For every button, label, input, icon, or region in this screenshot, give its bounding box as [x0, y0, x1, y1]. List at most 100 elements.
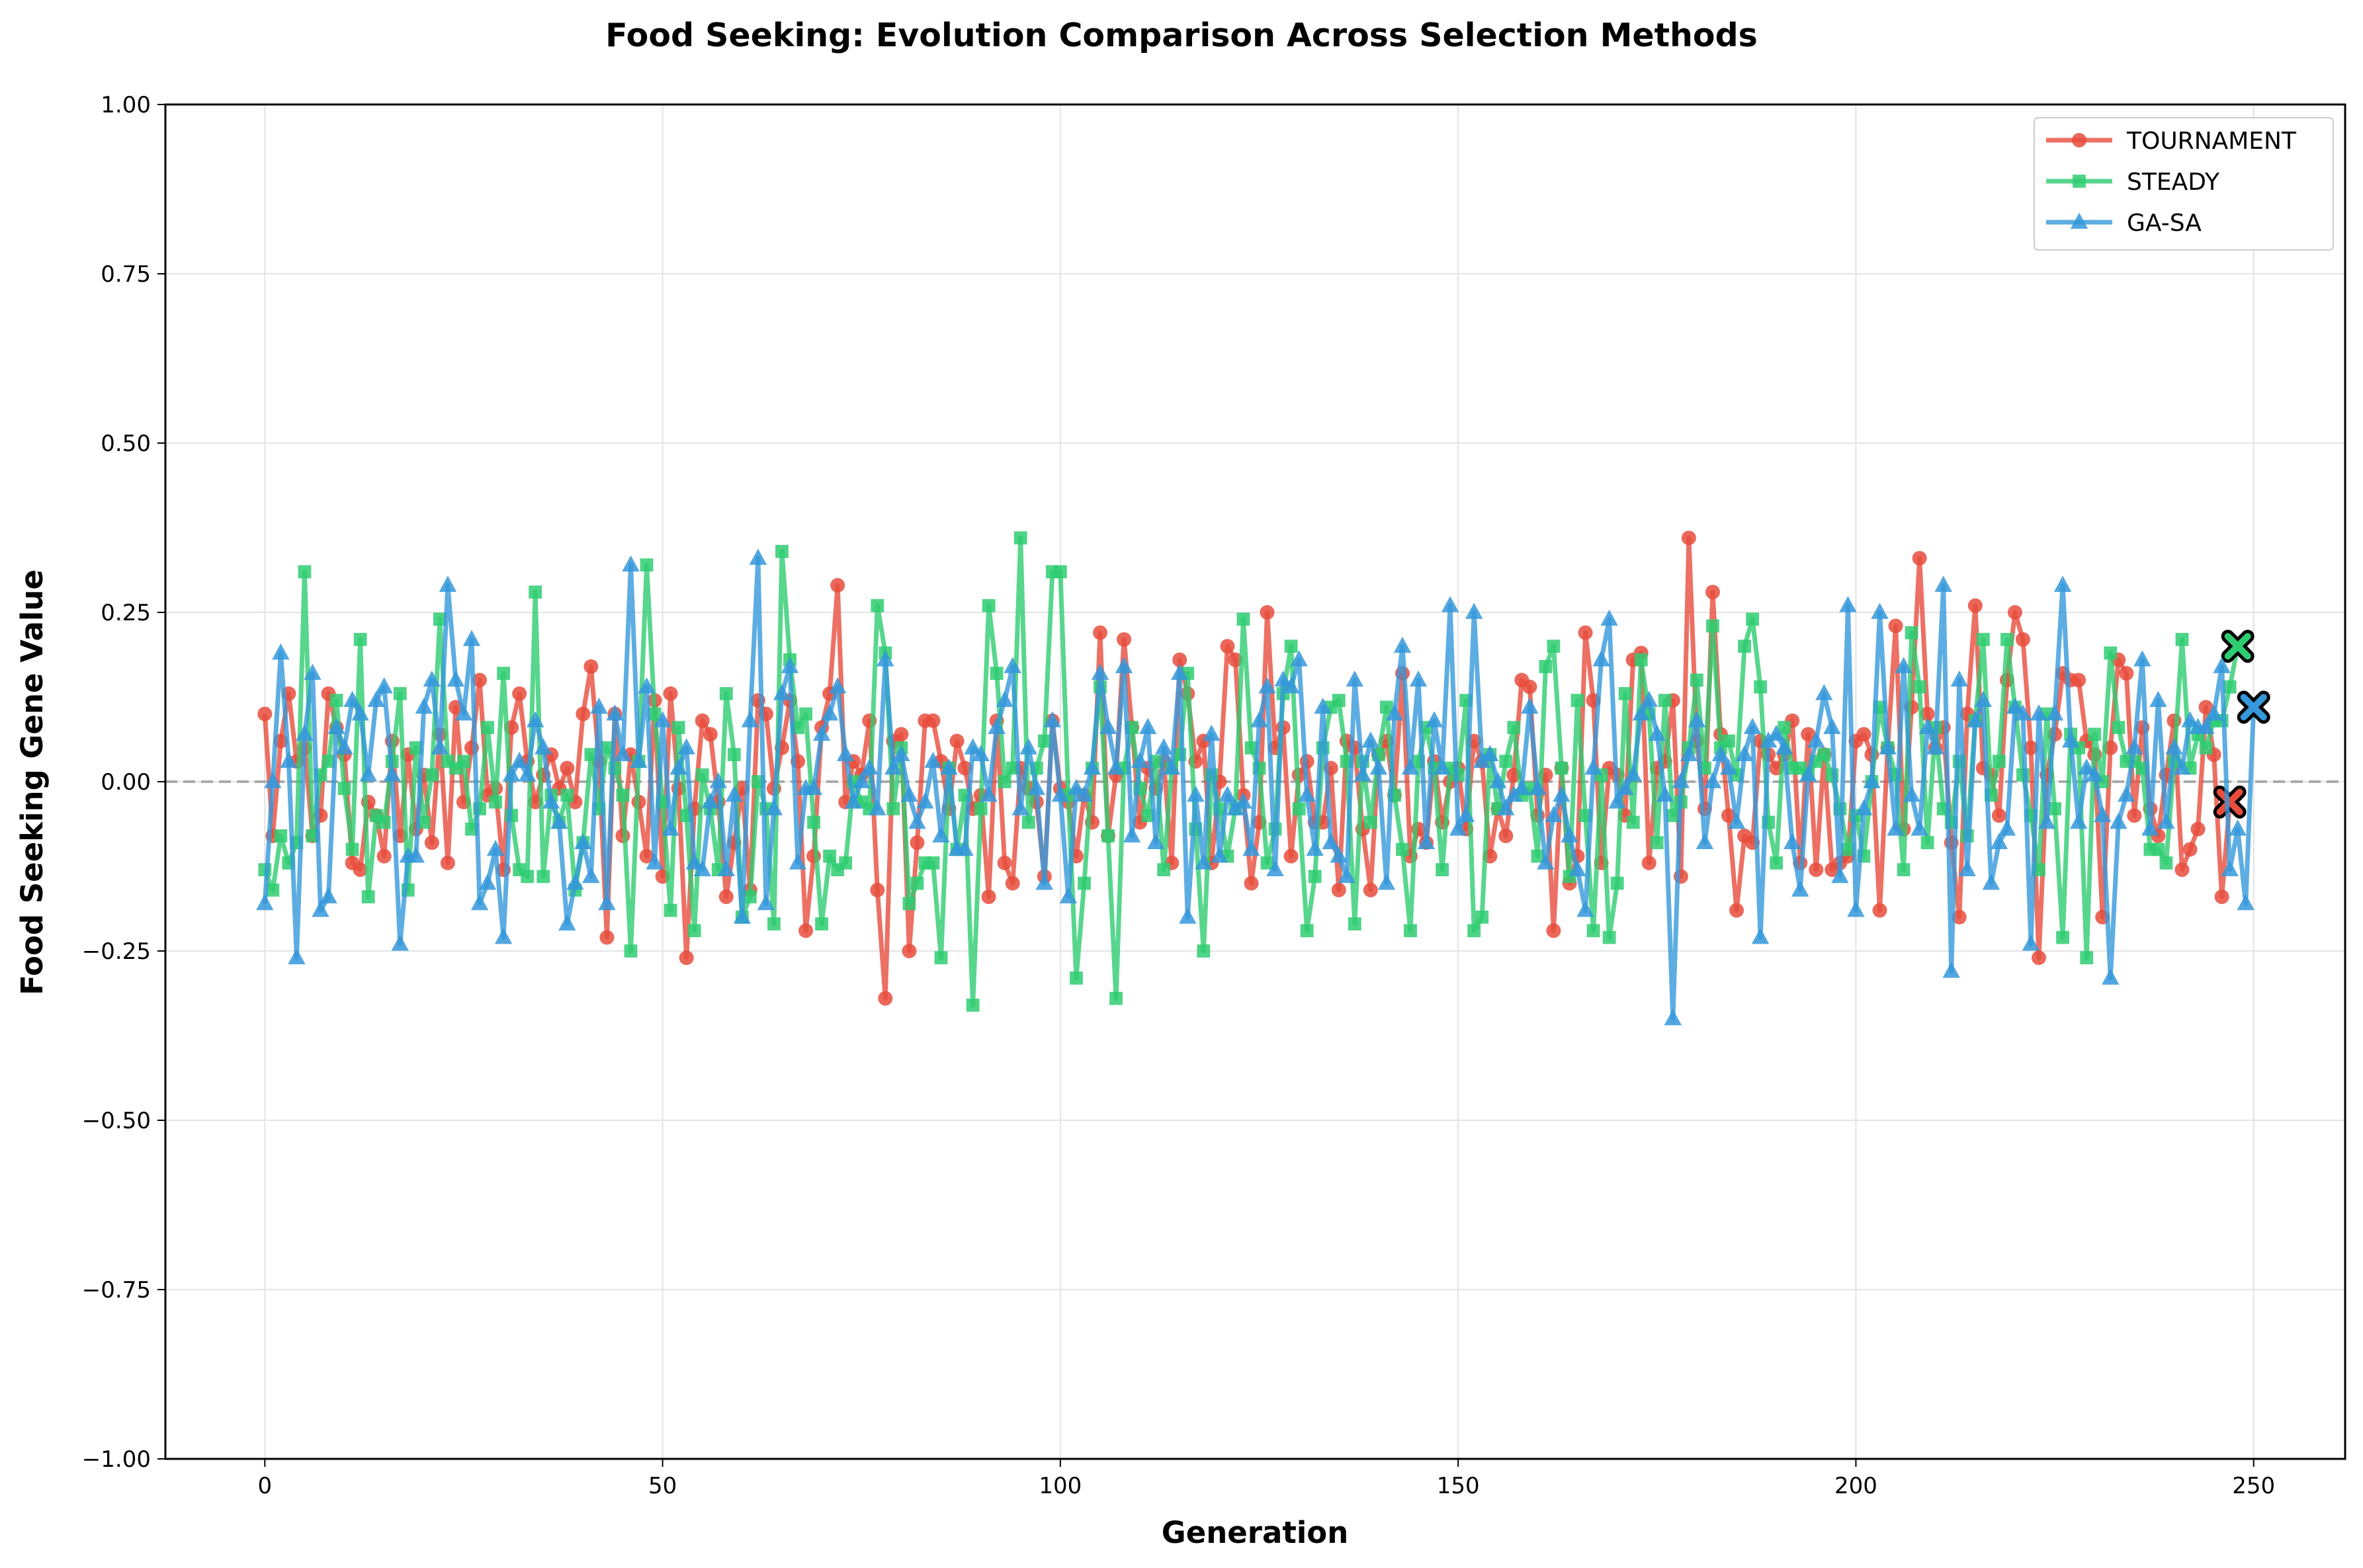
y-axis-label: Food Seeking Gene Value	[15, 569, 50, 995]
data-point-ga-sa	[1234, 792, 1252, 809]
data-point-ga-sa	[1545, 805, 1563, 823]
data-point-ga-sa	[1958, 860, 1976, 877]
data-point-ga-sa	[622, 555, 640, 572]
data-point-tournament	[1991, 808, 2006, 823]
data-point-steady	[695, 768, 709, 782]
data-point-ga-sa	[1839, 596, 1857, 612]
data-point-ga-sa	[1871, 602, 1889, 619]
data-point-steady	[1770, 856, 1783, 870]
data-point-ga-sa	[1863, 772, 1881, 788]
data-point-steady	[1610, 876, 1624, 890]
data-point-tournament	[2182, 842, 2198, 857]
data-point-ga-sa	[892, 745, 910, 761]
data-point-steady	[990, 667, 1004, 681]
data-point-ga-sa	[988, 718, 1006, 734]
data-point-ga-sa	[709, 772, 727, 788]
data-point-steady	[1778, 721, 1791, 734]
data-point-steady	[2159, 856, 2173, 870]
data-point-ga-sa	[1592, 650, 1610, 667]
data-point-ga-sa	[535, 738, 552, 755]
data-point-ga-sa	[304, 663, 322, 681]
data-point-ga-sa	[861, 759, 879, 775]
data-point-ga-sa	[1966, 711, 1985, 727]
data-point-tournament	[925, 713, 941, 728]
data-point-steady	[1157, 863, 1171, 877]
data-point-ga-sa	[582, 866, 600, 884]
data-point-steady	[2048, 802, 2061, 815]
data-point-ga-sa	[2205, 704, 2223, 721]
data-point-ga-sa	[1123, 826, 1141, 843]
legend-label: GA-SA	[2127, 210, 2202, 237]
data-point-ga-sa	[1688, 711, 1706, 727]
data-point-tournament	[997, 855, 1012, 870]
data-point-steady	[648, 707, 662, 721]
data-point-steady	[529, 585, 542, 599]
data-point-ga-sa	[407, 846, 425, 863]
data-point-ga-sa	[510, 751, 529, 768]
data-point-steady	[1348, 917, 1361, 930]
data-point-steady	[2112, 721, 2126, 734]
data-point-steady	[2080, 951, 2094, 965]
data-point-steady	[1292, 802, 1306, 815]
data-point-ga-sa	[964, 738, 982, 755]
data-point-steady	[1658, 694, 1672, 708]
data-point-steady	[1555, 761, 1568, 775]
data-point-steady	[1738, 640, 1751, 653]
data-point-ga-sa	[526, 711, 544, 727]
data-point-tournament	[663, 686, 678, 701]
data-point-ga-sa	[1950, 670, 1968, 687]
data-point-ga-sa	[1807, 731, 1825, 748]
data-point-tournament	[1172, 652, 1187, 667]
x-tick-label: 50	[648, 1473, 677, 1499]
data-point-ga-sa	[614, 745, 632, 761]
data-point-ga-sa	[351, 704, 369, 721]
data-point-ga-sa	[1282, 677, 1300, 694]
data-point-ga-sa	[2197, 718, 2215, 734]
data-point-steady	[1586, 924, 1600, 938]
data-point-steady	[1841, 843, 1855, 856]
data-point-tournament	[1228, 652, 1243, 667]
data-point-ga-sa	[781, 657, 799, 673]
final-marker-tournament	[2213, 785, 2247, 819]
data-point-tournament	[2071, 673, 2086, 688]
data-point-ga-sa	[646, 853, 664, 870]
data-point-ga-sa	[820, 704, 839, 721]
data-point-tournament	[583, 659, 599, 674]
y-tick-label: −0.25	[82, 938, 151, 965]
final-marker-fill	[2224, 633, 2251, 660]
data-point-ga-sa	[1146, 833, 1165, 850]
data-point-ga-sa	[391, 934, 409, 951]
data-point-ga-sa	[1131, 751, 1149, 768]
y-tick-label: 0.00	[101, 769, 151, 796]
data-point-tournament	[870, 882, 885, 897]
legend: TOURNAMENT STEADY GA-SA	[2034, 117, 2334, 251]
data-point-steady	[1475, 910, 1489, 924]
data-point-steady	[1284, 640, 1298, 653]
data-point-tournament	[440, 855, 455, 870]
data-point-steady	[2000, 633, 2014, 646]
data-point-ga-sa	[2102, 968, 2120, 985]
data-point-steady	[1690, 673, 1703, 687]
data-point-steady	[743, 890, 757, 903]
data-point-steady	[2056, 930, 2069, 944]
data-point-ga-sa	[1815, 684, 1833, 700]
data-point-ga-sa	[1195, 853, 1213, 870]
data-point-steady	[926, 856, 940, 870]
data-point-ga-sa	[1735, 745, 1754, 761]
data-point-steady	[1539, 660, 1553, 673]
data-point-tournament	[1856, 727, 1871, 742]
data-point-tournament	[1260, 605, 1275, 620]
legend-item-steady: STEADY	[2046, 169, 2220, 196]
data-point-steady	[433, 612, 447, 626]
data-point-ga-sa	[2237, 893, 2255, 911]
data-point-ga-sa	[2141, 819, 2159, 836]
data-point-steady	[1141, 809, 1155, 823]
data-point-ga-sa	[1481, 745, 1499, 761]
data-point-steady	[1197, 944, 1211, 958]
final-marker-steady	[2221, 630, 2255, 663]
data-point-ga-sa	[1568, 860, 1586, 877]
data-point-ga-sa	[1051, 785, 1070, 802]
data-point-ga-sa	[1719, 759, 1738, 775]
legend-swatch-marker	[2073, 175, 2086, 188]
data-point-tournament	[679, 950, 694, 966]
